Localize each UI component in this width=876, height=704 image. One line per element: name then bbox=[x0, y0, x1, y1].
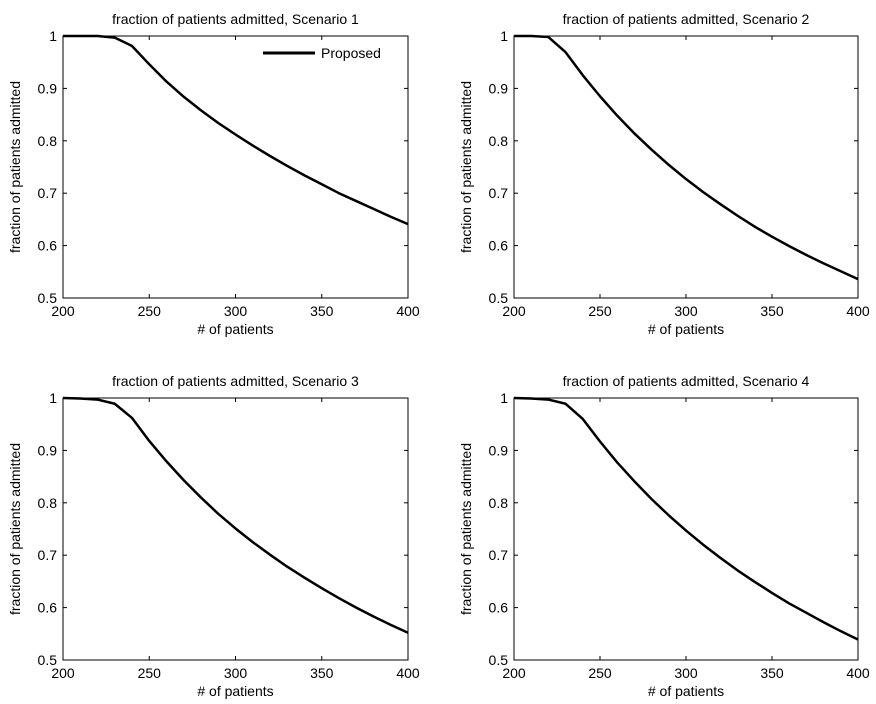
x-tick-label: 350 bbox=[760, 665, 784, 681]
y-tick-label: 0.6 bbox=[489, 600, 509, 616]
x-tick-label: 250 bbox=[138, 303, 162, 319]
x-tick-label: 200 bbox=[502, 665, 526, 681]
x-tick-label: 300 bbox=[224, 665, 248, 681]
y-tick-label: 1 bbox=[500, 28, 508, 44]
y-axis-label: fraction of patients admitted bbox=[7, 81, 23, 253]
x-tick-label: 400 bbox=[846, 665, 870, 681]
y-tick-label: 1 bbox=[49, 390, 57, 406]
x-axis-label: # of patients bbox=[648, 683, 724, 699]
y-tick-label: 0.6 bbox=[38, 238, 58, 254]
legend-label: Proposed bbox=[321, 45, 381, 61]
y-tick-label: 0.6 bbox=[38, 600, 58, 616]
series-line-1 bbox=[63, 34, 409, 226]
y-tick-label: 0.8 bbox=[489, 133, 509, 149]
x-tick-label: 250 bbox=[588, 665, 612, 681]
axes-box bbox=[513, 35, 859, 299]
chart-title: fraction of patients admitted, Scenario … bbox=[112, 373, 359, 389]
x-tick-label: 250 bbox=[138, 665, 162, 681]
y-tick-label: 0.8 bbox=[489, 495, 509, 511]
y-tick-label: 0.6 bbox=[489, 238, 509, 254]
y-tick-label: 0.7 bbox=[38, 185, 58, 201]
x-axis-label: # of patients bbox=[197, 321, 273, 337]
y-tick-label: 0.5 bbox=[489, 652, 509, 668]
x-tick-label: 250 bbox=[588, 303, 612, 319]
x-tick-label: 400 bbox=[846, 303, 870, 319]
y-tick-label: 0.7 bbox=[38, 547, 58, 563]
chart-title: fraction of patients admitted, Scenario … bbox=[563, 373, 810, 389]
y-tick-label: 0.7 bbox=[489, 185, 509, 201]
x-tick-label: 300 bbox=[224, 303, 248, 319]
chart-4: fraction of patients admitted, Scenario … bbox=[458, 373, 870, 699]
x-tick-label: 200 bbox=[502, 303, 526, 319]
x-tick-label: 400 bbox=[396, 303, 420, 319]
y-tick-label: 0.7 bbox=[489, 547, 509, 563]
chart-3: fraction of patients admitted, Scenario … bbox=[7, 373, 420, 699]
x-tick-label: 300 bbox=[674, 303, 698, 319]
y-tick-label: 1 bbox=[49, 28, 57, 44]
y-tick-label: 0.8 bbox=[38, 495, 58, 511]
y-tick-label: 0.9 bbox=[489, 80, 509, 96]
y-axis-label: fraction of patients admitted bbox=[458, 443, 474, 615]
x-axis-label: # of patients bbox=[197, 683, 273, 699]
chart-1: fraction of patients admitted, Scenario … bbox=[7, 11, 420, 337]
x-tick-label: 200 bbox=[51, 303, 75, 319]
y-tick-label: 0.5 bbox=[38, 290, 58, 306]
x-tick-label: 300 bbox=[674, 665, 698, 681]
y-tick-label: 0.5 bbox=[489, 290, 509, 306]
y-tick-label: 0.9 bbox=[489, 442, 509, 458]
y-tick-label: 0.5 bbox=[38, 652, 58, 668]
chart-title: fraction of patients admitted, Scenario … bbox=[563, 11, 810, 27]
x-tick-label: 200 bbox=[51, 665, 75, 681]
y-tick-label: 0.9 bbox=[38, 80, 58, 96]
axes-box bbox=[62, 35, 409, 299]
x-tick-label: 350 bbox=[310, 303, 334, 319]
x-axis-label: # of patients bbox=[648, 321, 724, 337]
chart-title: fraction of patients admitted, Scenario … bbox=[112, 11, 359, 27]
x-tick-label: 350 bbox=[310, 665, 334, 681]
x-tick-label: 400 bbox=[396, 665, 420, 681]
y-tick-label: 0.8 bbox=[38, 133, 58, 149]
series-line-1 bbox=[514, 34, 859, 281]
y-tick-label: 1 bbox=[500, 390, 508, 406]
y-axis-label: fraction of patients admitted bbox=[7, 443, 23, 615]
y-axis-label: fraction of patients admitted bbox=[458, 81, 474, 253]
series-line-1 bbox=[62, 396, 409, 634]
y-tick-label: 0.9 bbox=[38, 442, 58, 458]
series-line-1 bbox=[513, 396, 859, 641]
x-tick-label: 350 bbox=[760, 303, 784, 319]
chart-2: fraction of patients admitted, Scenario … bbox=[458, 11, 870, 337]
